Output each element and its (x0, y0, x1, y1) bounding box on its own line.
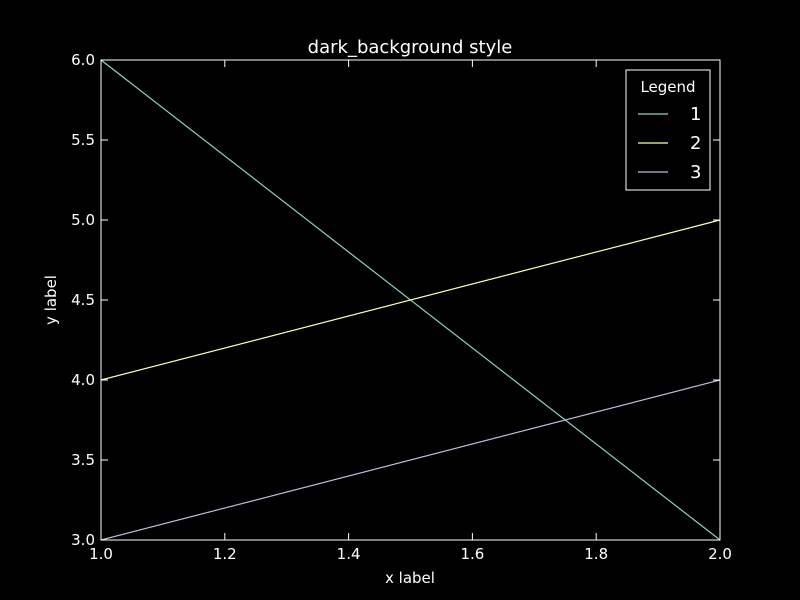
y-tick-label: 3.0 (71, 531, 95, 549)
series-line-3 (100, 379, 721, 541)
y-axis-label: y label (42, 275, 60, 325)
legend-label-2: 2 (690, 133, 701, 154)
series-layer (100, 59, 721, 541)
x-tick-label: 1.6 (460, 545, 484, 563)
x-tick-label: 1.0 (89, 545, 113, 563)
legend-entries: 1 2 3 (638, 104, 701, 183)
x-tick-label: 1.8 (584, 545, 608, 563)
x-tick-label: 1.4 (337, 545, 361, 563)
legend-title: Legend (640, 78, 695, 96)
series-line-2 (100, 219, 721, 381)
plot-frame (100, 59, 721, 541)
x-axis-label: x label (385, 569, 435, 587)
y-tick-label: 4.0 (71, 371, 95, 389)
chart-title: dark_background style (308, 37, 513, 58)
x-tick-label: 2.0 (708, 545, 732, 563)
legend-label-3: 3 (690, 162, 701, 183)
ticks-layer: 1.0 1.2 1.4 1.6 1.8 2.0 3.0 3.5 4.0 4.5 5.0 5.5 6.0 (71, 51, 732, 563)
y-tick-label: 4.5 (71, 291, 95, 309)
y-tick-label: 6.0 (71, 51, 95, 69)
legend: Legend 1 2 3 (625, 69, 711, 191)
x-tick-label: 1.2 (213, 545, 237, 563)
y-tick-label: 3.5 (71, 451, 95, 469)
y-tick-label: 5.0 (71, 211, 95, 229)
legend-box (625, 69, 711, 191)
y-tick-label: 5.5 (71, 131, 95, 149)
legend-label-1: 1 (690, 104, 701, 125)
